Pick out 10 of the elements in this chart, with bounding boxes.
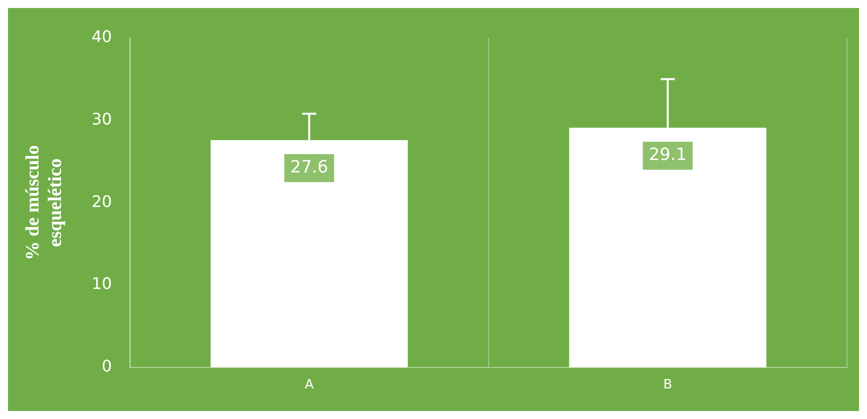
y-tick-label: 10 [92,274,112,294]
data-label: 27.6 [290,158,328,178]
y-tick-label: 30 [92,110,112,129]
x-tick-label: A [304,378,314,393]
x-tick-label: B [663,378,672,393]
y-tick-label: 20 [92,192,112,211]
data-label: 29.1 [648,145,687,166]
y-axis-title: % de músculo esquelético [22,145,66,260]
y-tick-label: 40 [92,27,112,46]
y-tick-label: 0 [102,356,112,376]
